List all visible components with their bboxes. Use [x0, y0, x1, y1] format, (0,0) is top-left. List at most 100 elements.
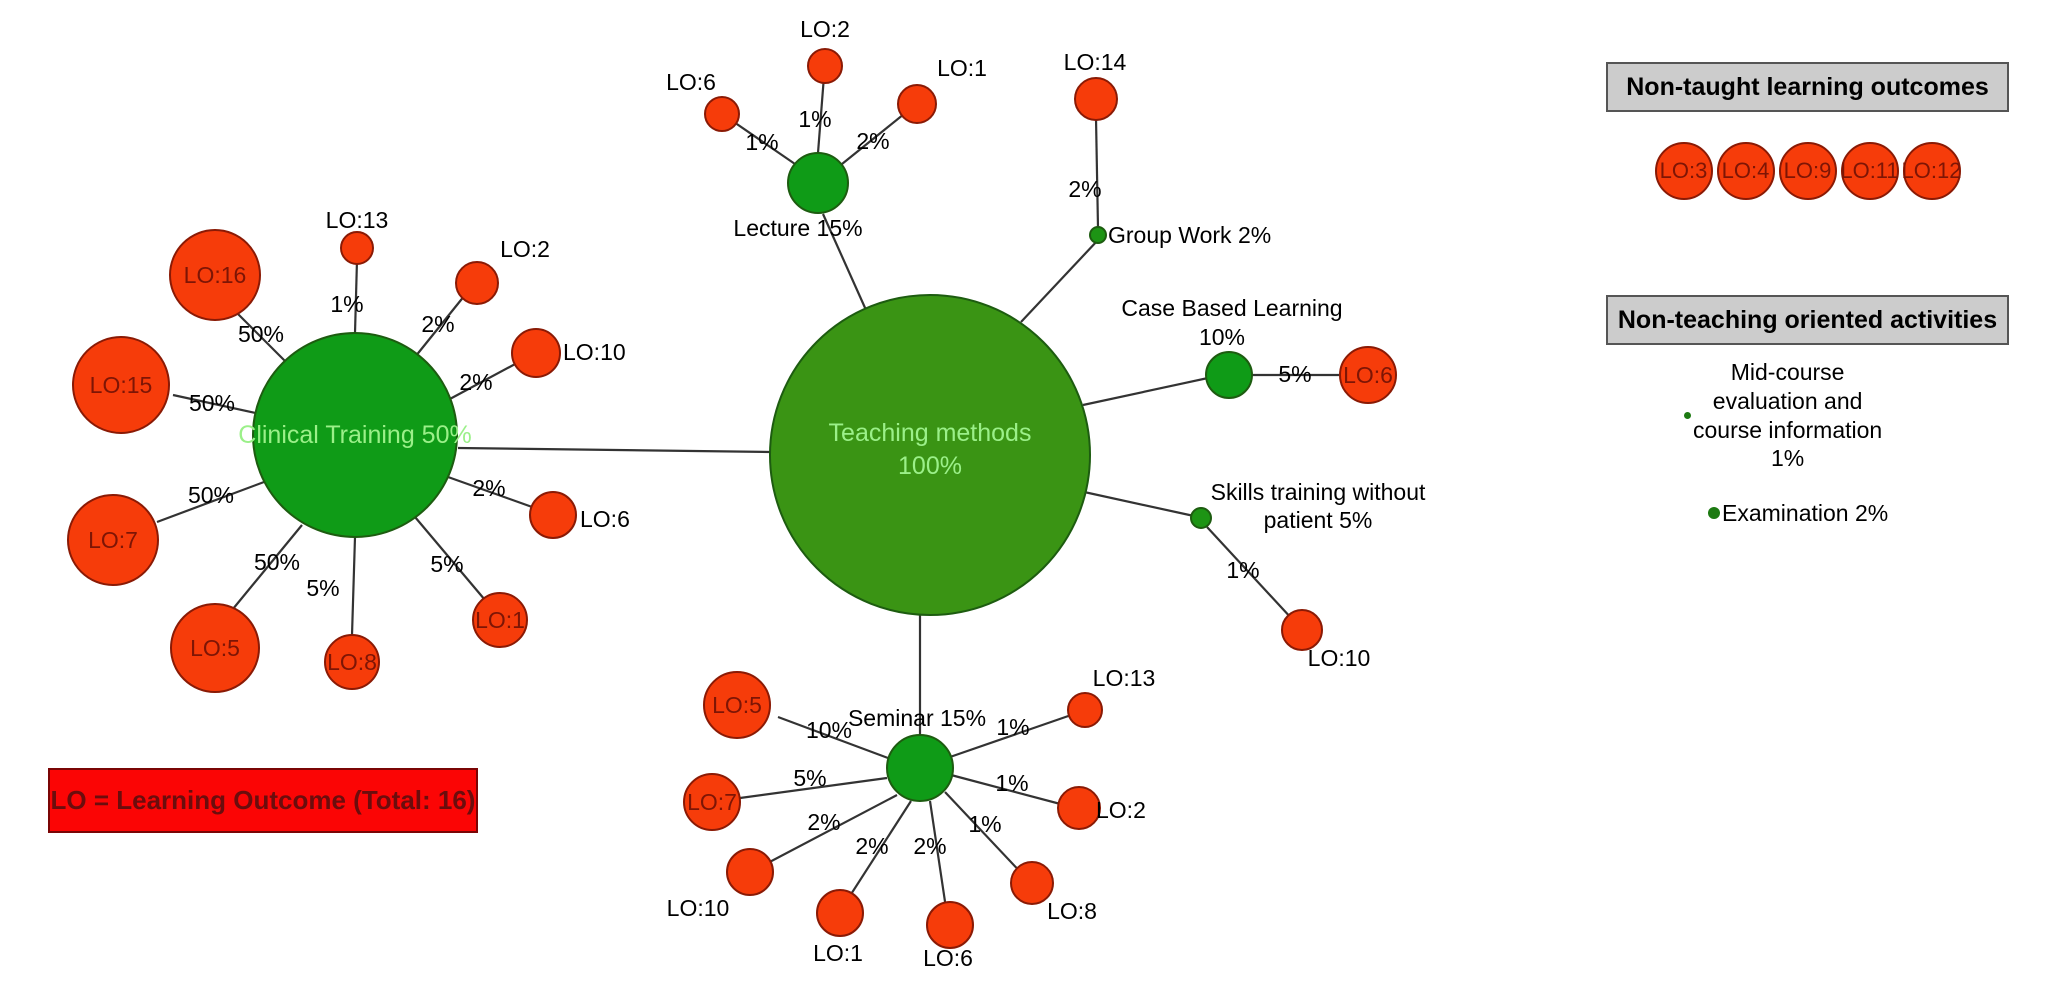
label-lo6-clinical: LO:6 [580, 506, 630, 532]
node-lo13-seminar[interactable] [1067, 692, 1103, 728]
label-lo8-seminar: LO:8 [1047, 898, 1097, 924]
non-taught-outcomes-row: LO:3 LO:4 LO:9 LO:11 LO:12 [1606, 140, 2009, 202]
green-dot-icon [1684, 412, 1691, 419]
pct-clinical-lo2: 2% [421, 311, 454, 337]
node-lo6-seminar[interactable] [926, 901, 974, 949]
pct-clinical-lo16: 50% [238, 321, 284, 347]
edge-clinical-lo6 [447, 475, 536, 510]
node-seminar[interactable] [886, 734, 954, 802]
node-group-work[interactable] [1089, 226, 1107, 244]
label-lo13-seminar: LO:13 [1093, 665, 1156, 691]
list-item[interactable]: Examination 2% [1606, 499, 2009, 528]
node-teaching-methods[interactable] [769, 294, 1091, 616]
panel-non-taught-title: Non-taught learning outcomes [1626, 72, 1989, 101]
label-lo6-lecture: LO:6 [666, 69, 716, 95]
node-lo6-lecture[interactable] [704, 96, 740, 132]
label-lo13-clinical: LO:13 [326, 207, 389, 233]
label-lo2-lecture: LO:2 [800, 16, 850, 42]
pct-seminar-lo10: 2% [807, 809, 840, 835]
edge-seminar-lo7 [739, 776, 888, 800]
pct-clinical-lo10: 2% [459, 369, 492, 395]
node-lo16-clinical[interactable] [169, 229, 261, 321]
pct-clinical-lo13: 1% [330, 291, 363, 317]
label-lo1-lecture: LO:1 [937, 55, 987, 81]
lo-chip[interactable]: LO:9 [1778, 142, 1837, 200]
lo-legend-box: LO = Learning Outcome (Total: 16) [48, 768, 478, 833]
pct-skills-lo10: 1% [1226, 557, 1259, 583]
node-clinical-training[interactable] [252, 332, 458, 538]
edge-clinical-lo15 [172, 393, 261, 416]
node-lo5-seminar[interactable] [703, 671, 771, 739]
pct-seminar-lo2: 1% [995, 770, 1028, 796]
node-lo1-seminar[interactable] [816, 889, 864, 937]
node-lo8-seminar[interactable] [1010, 861, 1054, 905]
pct-seminar-lo8: 1% [968, 811, 1001, 837]
pct-clinical-lo5: 50% [254, 549, 300, 575]
lo-chip[interactable]: LO:12 [1902, 142, 1961, 200]
panel-non-teaching-header: Non-teaching oriented activities [1606, 295, 2009, 345]
node-lo10-skills[interactable] [1281, 609, 1323, 651]
node-lo15-clinical[interactable] [72, 336, 170, 434]
node-lo2-clinical[interactable] [455, 261, 499, 305]
pct-seminar-lo7: 5% [793, 765, 826, 791]
edge-clinical-lo13 [353, 259, 359, 334]
node-lo8-clinical[interactable] [324, 634, 380, 690]
pct-casebased-lo6: 5% [1278, 361, 1311, 387]
label-lecture: Lecture 15% [733, 215, 862, 241]
label-lo14-groupwork: LO:14 [1064, 49, 1127, 75]
node-lo16-clinical-label: LO:16 [184, 262, 247, 288]
node-lecture[interactable] [787, 152, 849, 214]
label-lo10-seminar: LO:10 [667, 895, 730, 921]
list-item[interactable]: Mid-course evaluation and course informa… [1606, 358, 2009, 473]
pct-seminar-lo13: 1% [996, 714, 1029, 740]
node-lo7-clinical-label: LO:7 [88, 527, 138, 553]
label-lo10-skills: LO:10 [1308, 645, 1371, 671]
pct-clinical-lo7: 50% [188, 482, 234, 508]
node-lo5-clinical[interactable] [170, 603, 260, 693]
edge-teaching-casebased [1082, 376, 1209, 407]
lo-chip[interactable]: LO:3 [1654, 142, 1713, 200]
node-lo6-casebased[interactable] [1339, 346, 1397, 404]
edge-clinical-lo16 [229, 305, 292, 368]
edge-seminar-lo13 [949, 711, 1078, 759]
node-lo15-clinical-label: LO:15 [90, 372, 153, 398]
node-lo13-clinical[interactable] [340, 231, 374, 265]
node-lo2-seminar[interactable] [1057, 786, 1101, 830]
edge-lecture-lo1 [841, 109, 910, 165]
node-lo8-clinical-label: LO:8 [327, 649, 377, 675]
node-lo1-clinical[interactable] [472, 592, 528, 648]
node-skills-training[interactable] [1190, 507, 1212, 529]
pct-clinical-lo8: 5% [306, 575, 339, 601]
node-lo10-clinical[interactable] [511, 328, 561, 378]
edge-teaching-skills [1074, 488, 1195, 518]
green-dot-icon [1708, 507, 1720, 520]
lo-chip[interactable]: LO:11 [1840, 142, 1899, 200]
edge-seminar-lo8 [944, 791, 1027, 879]
node-clinical-training-label: Clinical Training 50% [238, 421, 471, 449]
label-lo2-clinical: LO:2 [500, 236, 550, 262]
edge-skills-lo10 [1206, 526, 1294, 621]
node-lo1-lecture[interactable] [897, 84, 937, 124]
pct-clinical-lo1: 5% [430, 551, 463, 577]
node-lo5-seminar-label: LO:5 [712, 692, 762, 718]
label-lo2-seminar: LO:2 [1096, 797, 1146, 823]
node-lo6-casebased-label: LO:6 [1343, 362, 1393, 388]
node-lo14-groupwork[interactable] [1074, 77, 1118, 121]
lo-chip[interactable]: LO:4 [1716, 142, 1775, 200]
label-seminar: Seminar 15% [848, 705, 986, 731]
node-case-based-learning[interactable] [1205, 351, 1253, 399]
node-lo5-clinical-label: LO:5 [190, 635, 240, 661]
node-lo7-seminar[interactable] [683, 773, 741, 831]
node-lo2-lecture[interactable] [807, 48, 843, 84]
node-lo10-seminar[interactable] [726, 848, 774, 896]
pct-lecture-lo1: 2% [856, 128, 889, 154]
node-lo1-clinical-label: LO:1 [475, 607, 525, 633]
node-lo6-clinical[interactable] [529, 491, 577, 539]
edge-clinical-lo1 [414, 516, 486, 601]
edge-clinical-lo8 [350, 536, 357, 636]
node-lo7-clinical[interactable] [67, 494, 159, 586]
label-lo6-seminar: LO:6 [923, 945, 973, 971]
edge-seminar-lo1 [845, 800, 912, 903]
